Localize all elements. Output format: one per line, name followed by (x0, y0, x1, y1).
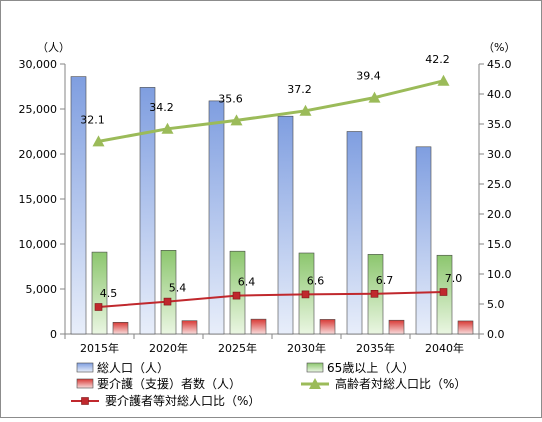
right-tick-label: 0.0 (487, 328, 505, 341)
right-axis-unit: （%） (483, 41, 515, 54)
left-tick-label: 10,000 (19, 238, 58, 251)
elderly-ratio-marker (437, 74, 450, 86)
care-ratio-marker (232, 291, 241, 300)
right-tick-label: 40.0 (487, 88, 512, 101)
legend-marker (81, 397, 89, 405)
right-tick-label: 10.0 (487, 268, 512, 281)
care-ratio-marker (439, 288, 448, 296)
elderly-ratio-marker (368, 91, 381, 103)
elderly-ratio-data-label: 34.2 (149, 101, 174, 114)
care-ratio-data-label: 7.0 (445, 272, 463, 285)
bar-total-population (346, 131, 363, 335)
care-ratio-data-label: 6.7 (376, 274, 394, 287)
legend-label: 高齢者対総人口比（%） (335, 376, 466, 391)
bar-total-population (415, 146, 432, 335)
care-ratio-marker (370, 289, 379, 298)
x-tick-label: 2030年 (287, 341, 326, 355)
left-tick-label: 20,000 (19, 148, 58, 161)
legend-swatch (76, 362, 94, 373)
care-ratio-data-label: 4.5 (100, 287, 118, 300)
care-ratio-marker (163, 297, 172, 306)
elderly-ratio-marker (230, 114, 243, 126)
legend-swatch (306, 362, 324, 373)
legend: 総人口（人） 65歳以上（人） 要介護（支援）者数（人） 高齢者対総人口比（%） 要介護… (71, 361, 466, 408)
axes: 0 5,000 10,000 15,000 20,000 25,000 30,000 0.0 5… (19, 41, 516, 355)
right-tick-label: 30.0 (487, 148, 512, 161)
right-tick-label: 5.0 (487, 298, 505, 311)
care-ratio-data-label: 5.4 (169, 282, 187, 295)
legend-label: 65歳以上（人） (327, 361, 414, 375)
left-axis-unit: （人） (37, 41, 70, 54)
bar-care-needed (388, 319, 405, 335)
bars (70, 76, 474, 335)
care-ratio-data-label: 6.6 (307, 274, 325, 287)
bar-total-population (139, 87, 156, 335)
left-tick-label: 5,000 (26, 283, 58, 296)
elderly-ratio-marker (161, 122, 174, 134)
elderly-ratio-data-label: 35.6 (218, 92, 243, 105)
left-tick-label: 15,000 (19, 193, 58, 206)
elderly-ratio-data-label: 42.2 (425, 53, 450, 66)
bar-total-population (277, 115, 294, 335)
left-tick-label: 0 (50, 328, 57, 341)
elderly-ratio-data-label: 37.2 (287, 83, 312, 96)
left-tick-label: 30,000 (19, 58, 58, 71)
right-tick-label: 25.0 (487, 178, 512, 191)
right-tick-label: 45.0 (487, 58, 512, 71)
lines (92, 74, 450, 311)
care-ratio-data-label: 6.4 (238, 276, 256, 289)
x-tick-label: 2025年 (218, 341, 257, 355)
bar-total-population (70, 76, 87, 335)
bar-care-needed (181, 320, 198, 335)
left-tick-label: 25,000 (19, 103, 58, 116)
bar-age-65-plus (160, 250, 177, 335)
bar-care-needed (250, 318, 267, 335)
x-tick-label: 2040年 (425, 341, 464, 355)
care-ratio-marker (94, 303, 103, 311)
bar-total-population (208, 100, 225, 335)
right-tick-label: 20.0 (487, 208, 512, 221)
right-tick-label: 35.0 (487, 118, 512, 131)
bar-care-needed (319, 319, 336, 335)
right-tick-label: 15.0 (487, 238, 512, 251)
bar-age-65-plus (91, 251, 108, 335)
legend-swatch (76, 378, 94, 389)
data-labels: 32.1 34.2 35.6 37.2 39.4 42.2 4.5 5.4 6.4 6.6 6.7 7… (80, 53, 462, 300)
x-tick-label: 2035年 (356, 341, 395, 355)
legend-label: 要介護（支援）者数（人） (97, 376, 241, 391)
legend-marker (309, 378, 321, 389)
line-series-elderly-ratio (98, 79, 444, 143)
x-tick-label: 2015年 (80, 341, 119, 355)
elderly-ratio-marker (92, 135, 105, 147)
line-series-care-ratio (98, 291, 444, 308)
legend-label: 総人口（人） (97, 361, 169, 375)
legend-label: 要介護者等対総人口比（%） (105, 393, 260, 408)
elderly-ratio-data-label: 32.1 (80, 113, 105, 126)
bar-care-needed (112, 321, 129, 335)
x-tick-label: 2020年 (149, 341, 188, 355)
elderly-ratio-data-label: 39.4 (356, 70, 381, 83)
bar-care-needed (457, 320, 474, 335)
care-ratio-marker (301, 290, 310, 299)
elderly-ratio-marker (299, 104, 312, 116)
